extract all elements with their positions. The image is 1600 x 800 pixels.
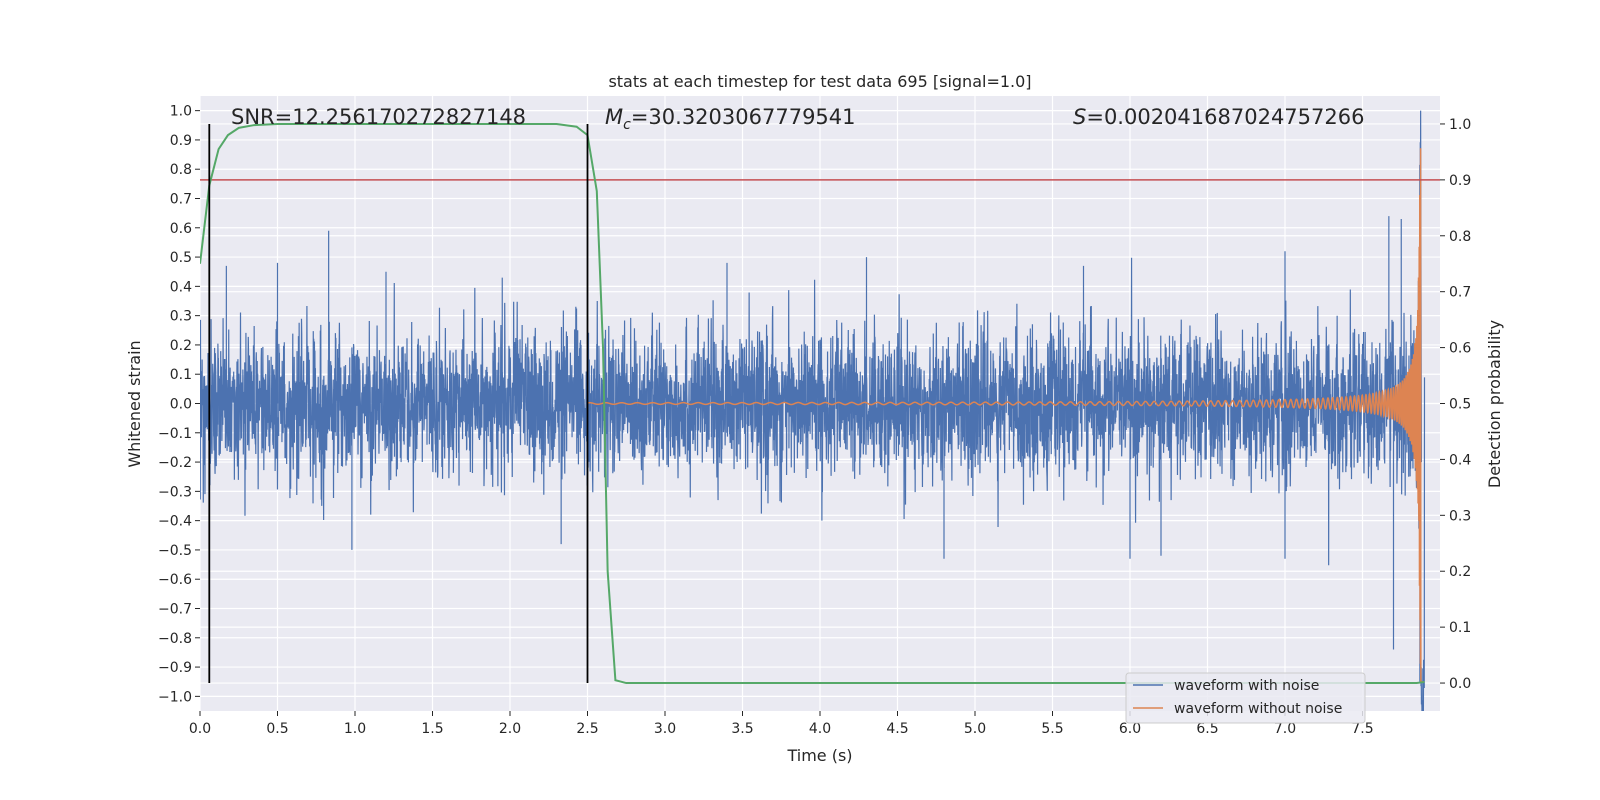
y-tick-label: 0.2 [170, 338, 192, 354]
x-axis-ticks: 0.0 0.5 1.0 1.5 2.0 2.5 3.0 3.5 4.0 4.5 5.0 5.5 6.0 6… [189, 711, 1374, 737]
y-axis-right-label: Detection probability [1485, 320, 1504, 488]
plot-area [200, 110, 1440, 711]
legend: waveform with noise waveform without noi… [1125, 672, 1366, 724]
y-right-tick-label: 0.5 [1449, 397, 1471, 413]
x-tick-label: 7.0 [1274, 721, 1296, 737]
snr-annotation: SNR=12.256170272827148 [231, 105, 526, 129]
s-annotation: S=0.002041687024757266 [1073, 105, 1364, 129]
x-tick-label: 5.0 [964, 721, 986, 737]
y-tick-label: 0.4 [170, 279, 192, 295]
y-right-tick-label: 0.4 [1449, 452, 1471, 468]
y-tick-label: −1.0 [158, 689, 192, 705]
chirp-mass-subscript: c [623, 117, 631, 133]
y-right-tick-label: 0.6 [1449, 341, 1471, 357]
s-symbol: S [1073, 105, 1086, 129]
chirp-mass-value: =30.3203067779541 [631, 105, 856, 129]
detection-markers [208, 123, 589, 684]
x-tick-label: 1.0 [344, 721, 366, 737]
y-tick-label: 0.0 [170, 397, 192, 413]
x-tick-label: 0.0 [189, 721, 211, 737]
x-tick-label: 4.5 [886, 721, 908, 737]
y-tick-label: −0.5 [158, 543, 192, 559]
y-tick-label: 0.8 [170, 162, 192, 178]
y-right-tick-label: 1.0 [1449, 117, 1471, 133]
y-axis-left-ticks: 1.0 0.9 0.8 0.7 0.6 0.5 0.4 0.3 0.2 0.1 0.0 −0.1 −0.… [158, 104, 200, 705]
y-axis-right-ticks: 1.0 0.9 0.8 0.7 0.6 0.5 0.4 0.3 0.2 0.1 0.0 [1440, 117, 1471, 692]
s-value: =0.002041687024757266 [1086, 105, 1364, 129]
y-right-tick-label: 0.8 [1449, 229, 1471, 245]
x-tick-label: 1.5 [421, 721, 443, 737]
y-tick-label: 0.3 [170, 309, 192, 325]
series-waveform-without-noise [587, 148, 1425, 683]
y-tick-label: 1.0 [170, 104, 192, 120]
x-tick-label: 4.0 [809, 721, 831, 737]
legend-label-waveform-with-noise: waveform with noise [1174, 678, 1319, 694]
y-tick-label: 0.1 [170, 367, 192, 383]
y-tick-label: 0.5 [170, 250, 192, 266]
legend-box [1125, 672, 1366, 724]
y-tick-label: −0.9 [158, 660, 192, 676]
y-right-tick-label: 0.3 [1449, 508, 1471, 524]
chirp-mass-symbol: M [605, 105, 623, 129]
x-tick-label: 6.5 [1196, 721, 1218, 737]
y-right-tick-label: 0.7 [1449, 285, 1471, 301]
x-tick-label: 0.5 [266, 721, 288, 737]
series-detection-probability [200, 122, 1425, 685]
y-tick-label: −0.4 [158, 514, 192, 530]
y-right-tick-label: 0.0 [1449, 676, 1471, 692]
x-tick-label: 2.5 [576, 721, 598, 737]
x-tick-label: 5.5 [1041, 721, 1063, 737]
y-right-tick-label: 0.1 [1449, 620, 1471, 636]
x-tick-label: 3.5 [731, 721, 753, 737]
x-tick-label: 2.0 [499, 721, 521, 737]
y-tick-label: 0.9 [170, 133, 192, 149]
x-tick-label: 3.0 [654, 721, 676, 737]
y-tick-label: −0.3 [158, 484, 192, 500]
y-tick-label: 0.6 [170, 221, 192, 237]
y-tick-label: −0.2 [158, 455, 192, 471]
x-tick-label: 6.0 [1119, 721, 1141, 737]
y-axis-left-label: Whitened strain [125, 340, 144, 467]
y-right-tick-label: 0.9 [1449, 173, 1471, 189]
chart-title: stats at each timestep for test data 695… [608, 72, 1031, 91]
y-right-tick-label: 0.2 [1449, 564, 1471, 580]
series-waveform-with-noise [200, 110, 1426, 711]
x-axis-label: Time (s) [786, 746, 852, 765]
chirp-mass-annotation: Mc=30.3203067779541 [605, 105, 856, 133]
y-tick-label: −0.7 [158, 602, 192, 618]
legend-label-waveform-without-noise: waveform without noise [1174, 701, 1342, 717]
y-tick-label: −0.8 [158, 631, 192, 647]
y-tick-label: −0.1 [158, 426, 192, 442]
y-tick-label: −0.6 [158, 572, 192, 588]
x-tick-label: 7.5 [1351, 721, 1373, 737]
y-tick-label: 0.7 [170, 192, 192, 208]
